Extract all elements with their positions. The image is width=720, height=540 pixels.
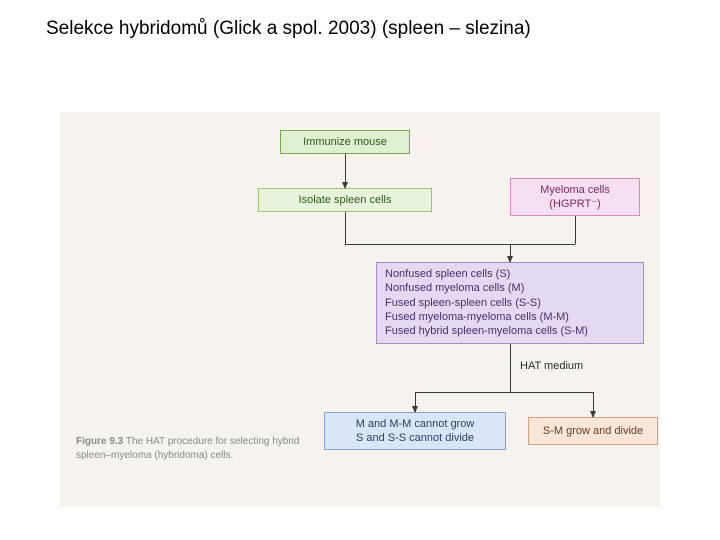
edge-arrow	[415, 392, 416, 412]
edge-arrow	[575, 216, 576, 244]
node-myeloma-cells: Myeloma cells (HGPRT⁻)	[510, 178, 640, 216]
node-line: Fused spleen-spleen cells (S-S)	[385, 296, 541, 310]
node-isolate-spleen: Isolate spleen cells	[258, 188, 432, 212]
edge-arrow	[345, 154, 346, 188]
page-title: Selekce hybridomů (Glick a spol. 2003) (…	[46, 18, 531, 40]
node-label: S-M grow and divide	[543, 424, 643, 438]
edge-arrow	[345, 212, 346, 244]
edge-connector	[345, 244, 575, 245]
node-cannot-grow: M and M-M cannot grow S and S-S cannot d…	[324, 412, 506, 450]
node-line: Fused myeloma-myeloma cells (M-M)	[385, 310, 569, 324]
hat-medium-label: HAT medium	[520, 360, 583, 372]
node-sm-grow: S-M grow and divide	[528, 417, 658, 445]
figure-caption: Figure 9.3 The HAT procedure for selecti…	[76, 435, 306, 463]
node-label: Immunize mouse	[303, 135, 387, 149]
caption-prefix: Figure 9.3	[76, 436, 123, 447]
edge-connector	[415, 392, 593, 393]
node-line: Myeloma cells	[540, 183, 610, 197]
node-line: S and S-S cannot divide	[356, 431, 474, 445]
node-line: Nonfused spleen cells (S)	[385, 267, 510, 281]
node-fusion-products: Nonfused spleen cells (S) Nonfused myelo…	[376, 262, 644, 344]
node-immunize-mouse: Immunize mouse	[280, 130, 410, 154]
node-line: M and M-M cannot grow	[356, 417, 475, 431]
node-line: Nonfused myeloma cells (M)	[385, 281, 524, 295]
node-label: Isolate spleen cells	[299, 193, 392, 207]
node-line: (HGPRT⁻)	[549, 197, 600, 211]
edge-arrow	[510, 344, 511, 392]
edge-arrow	[593, 392, 594, 417]
edge-arrow	[510, 244, 511, 262]
node-line: Fused hybrid spleen-myeloma cells (S-M)	[385, 324, 588, 338]
